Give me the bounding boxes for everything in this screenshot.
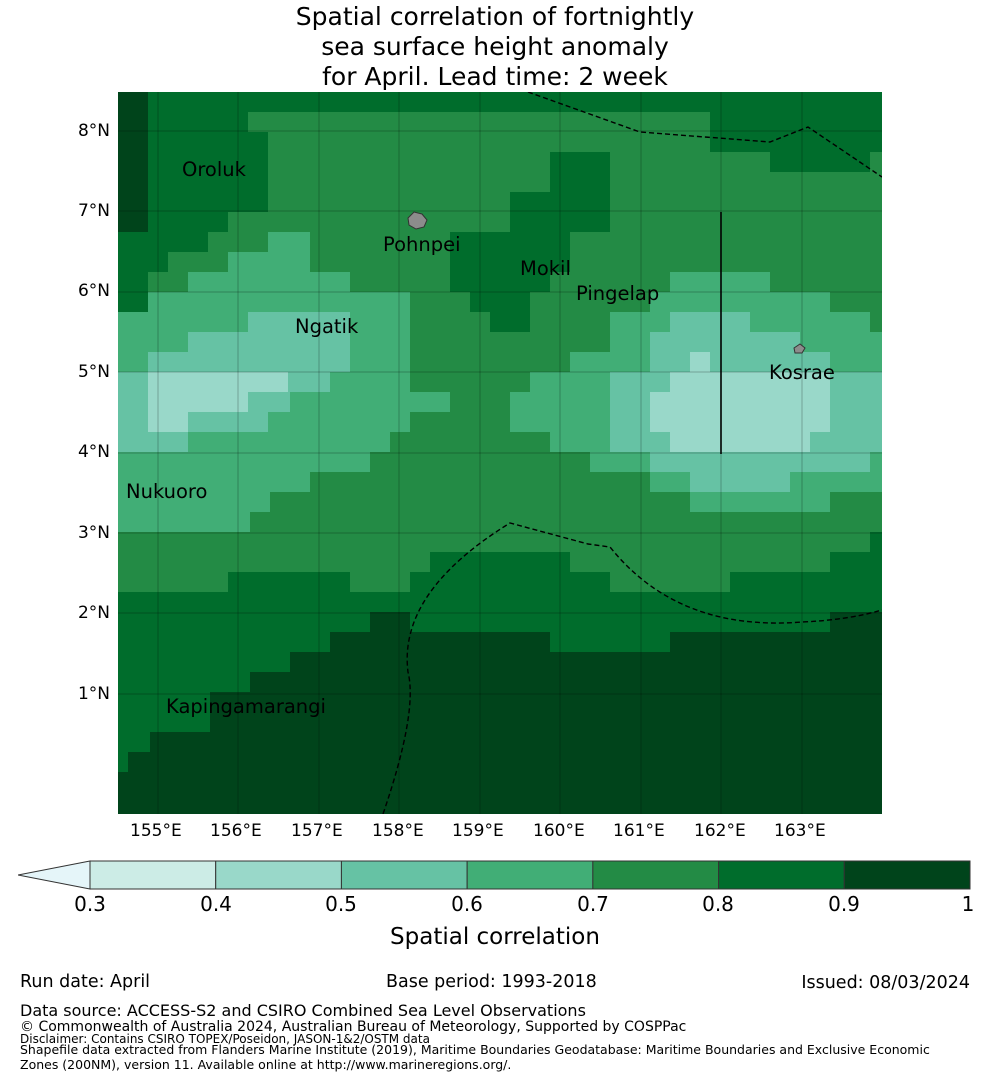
place-label-pingelap: Pingelap [576,282,660,305]
run-date: Run date: April [20,972,151,992]
colorbar-tick-0.3: 0.3 [74,892,106,916]
lon-label-156e: 156°E [210,821,262,841]
lon-label-157e: 157°E [291,821,343,841]
lon-label-163e: 163°E [774,821,826,841]
lat-label-6n: 6°N [77,281,110,301]
issued-date: Issued: 08/03/2024 [801,973,970,993]
colorbar-tick-0.9: 0.9 [828,892,860,916]
colorbar-box-5 [718,860,845,890]
correlation-map [118,92,882,814]
lon-label-161e: 161°E [613,821,665,841]
place-label-ngatik: Ngatik [295,315,359,338]
place-label-nukuoro: Nukuoro [126,480,208,503]
colorbar-tick-1: 1 [961,892,975,916]
title-line-1: Spatial correlation of fortnightly [295,2,695,31]
colorbar-extend-arrow [18,860,91,890]
colorbar-boxes [89,860,971,890]
lat-label-5n: 5°N [77,362,110,382]
place-label-pohnpei: Pohnpei [383,233,461,256]
colorbar-tick-0.8: 0.8 [702,892,734,916]
lat-label-2n: 2°N [77,603,110,623]
colorbar-title: Spatial correlation [390,924,600,950]
colorbar-box-0 [89,860,217,890]
region-0.9-1.0-northwest [118,92,148,232]
place-label-kosrae: Kosrae [769,361,835,384]
lon-label-160e: 160°E [533,821,585,841]
colorbar-tick-0.7: 0.7 [577,892,609,916]
data-source: Data source: ACCESS-S2 and CSIRO Combine… [20,1001,586,1020]
region-0.4-0.5-east [650,352,830,452]
colorbar-tick-0.4: 0.4 [200,892,232,916]
base-period: Base period: 1993-2018 [386,972,597,992]
colorbar-tick-0.5: 0.5 [325,892,357,916]
place-label-kapingamarangi: Kapingamarangi [166,695,326,718]
grid-lines [118,92,882,814]
lat-label-4n: 4°N [77,442,110,462]
colorbar-box-6 [843,860,971,890]
region-0.8-0.9-mokil [450,152,610,332]
disclaimer: Disclaimer: Contains CSIRO TOPEX/Poseido… [20,1032,430,1046]
lon-label-158e: 158°E [372,821,424,841]
colorbar-outline [89,860,971,890]
lon-label-155e: 155°E [130,821,182,841]
copyright: © Commonwealth of Australia 2024, Austra… [20,1019,687,1035]
region-0.4-0.5-west [148,372,288,432]
title-line-3: for April. Lead time: 2 week [322,62,668,91]
eez-boundaries [382,92,882,814]
lat-label-1n: 1°N [77,684,110,704]
colorbar-box-2 [340,860,468,890]
pohnpei-island [407,211,428,230]
lon-label-159e: 159°E [452,821,504,841]
kosrae-island [793,343,806,354]
colorbar [18,860,971,890]
lat-label-3n: 3°N [77,523,110,543]
colorbar-tick-0.6: 0.6 [451,892,483,916]
colorbar-box-4 [592,860,720,890]
lat-label-7n: 7°N [77,201,110,221]
place-label-mokil: Mokil [520,257,571,280]
region-0.8-0.9-north [710,92,882,172]
map-title: Spatial correlation of fortnightly sea s… [0,2,990,92]
lat-label-8n: 8°N [77,121,110,141]
place-label-oroluk: Oroluk [182,158,246,181]
colorbar-box-1 [215,860,342,890]
shapefile-credit: Shapefile data extracted from Flanders M… [20,1042,930,1072]
correlation-map-svg [118,92,882,814]
lon-label-162e: 162°E [694,821,746,841]
colorbar-box-3 [466,860,594,890]
title-line-2: sea surface height anomaly [321,32,669,61]
region-0.8-0.9-oroluk [118,92,268,292]
